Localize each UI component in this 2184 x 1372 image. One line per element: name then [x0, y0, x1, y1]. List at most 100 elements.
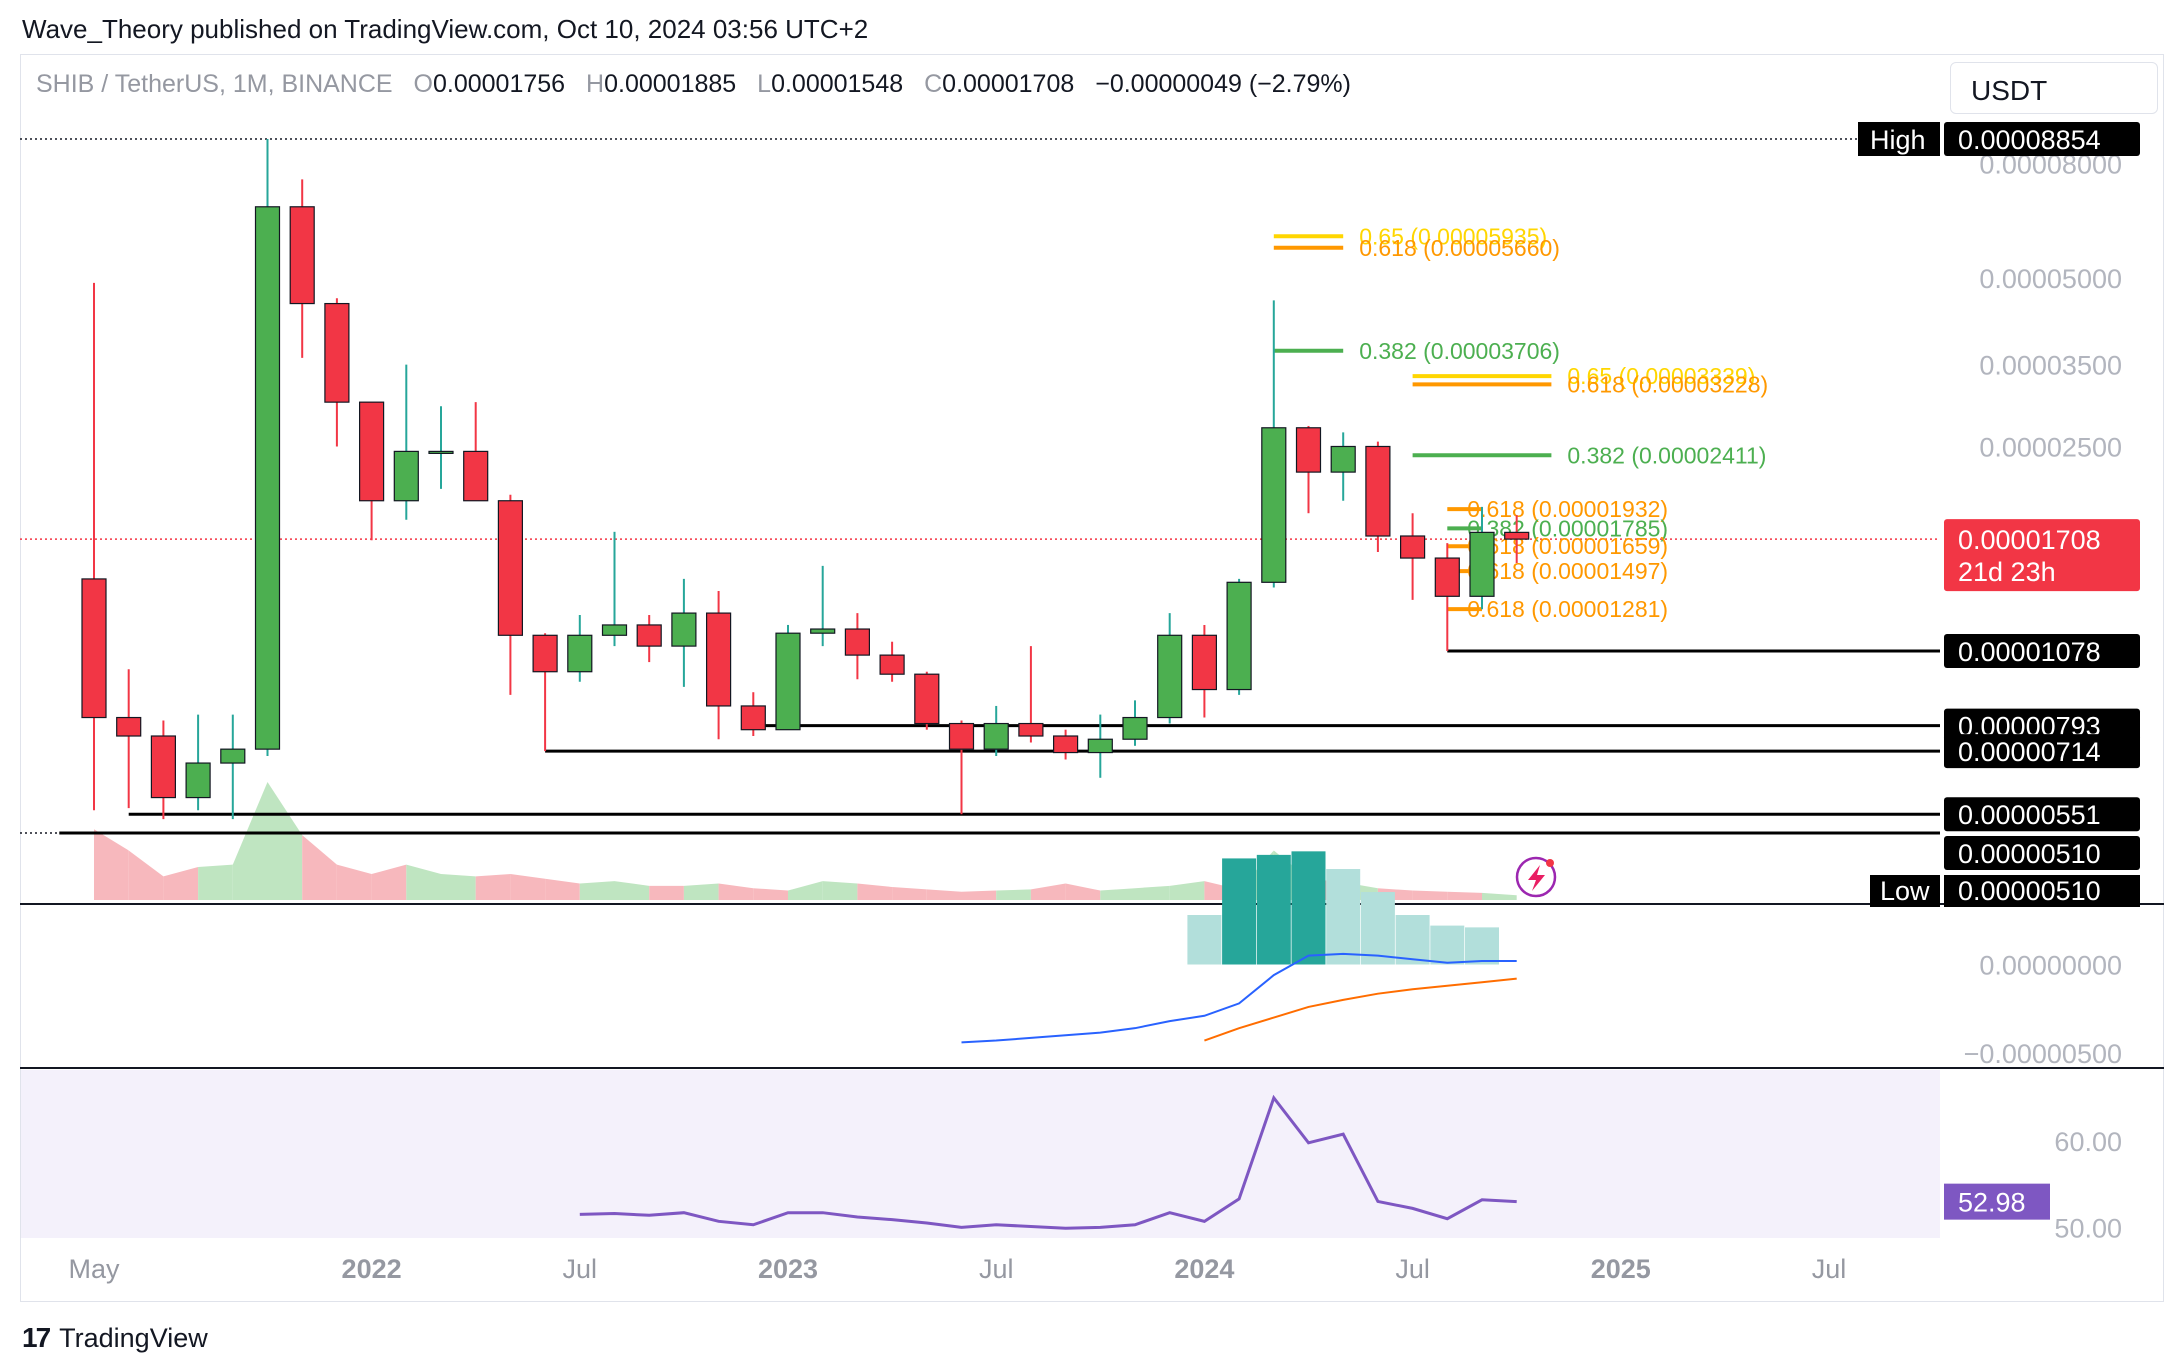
tradingview-logo[interactable]: 17 TradingView — [22, 1322, 208, 1354]
change-value: −0.00000049 (−2.79%) — [1095, 70, 1351, 98]
candle-body — [1399, 535, 1426, 559]
macd-histogram-bar — [1187, 915, 1222, 965]
time-axis-label: Jul — [1812, 1254, 1847, 1284]
candle-body — [1365, 445, 1391, 537]
volume-area-segment — [302, 835, 337, 900]
macd-histogram-bar — [1256, 854, 1291, 965]
rsi-background — [21, 1070, 1940, 1238]
level-value-label: 0.00001078 — [1958, 637, 2101, 667]
candle-body — [740, 705, 766, 731]
time-axis-label: Jul — [563, 1254, 598, 1284]
candle-body — [948, 722, 975, 750]
macd-histogram-bar — [1465, 927, 1499, 965]
volume-area-segment — [614, 881, 650, 900]
signal-line — [1204, 977, 1517, 1042]
volume-area-segment — [788, 881, 823, 900]
fib-label: 0.65 (0.00005935) — [1359, 223, 1547, 249]
candle-body — [1191, 634, 1218, 691]
fib-label: 0.618 (0.00001281) — [1467, 596, 1668, 622]
volume-area-segment — [857, 883, 893, 900]
level-value-label-box — [1944, 634, 2140, 669]
time-axis-label: May — [68, 1254, 120, 1284]
volume-area-segment — [996, 889, 1031, 900]
candle-body — [359, 401, 385, 502]
volume-area-segment — [1065, 883, 1101, 900]
time-axis-label: 2024 — [1174, 1254, 1234, 1284]
candle-body — [1330, 445, 1356, 473]
symbol-label[interactable]: SHIB / TetherUS, 1M, BINANCE — [36, 70, 393, 98]
high-tag-box — [1858, 122, 1940, 156]
rsi-axis-label: 60.00 — [2054, 1127, 2122, 1157]
volume-area-segment — [1135, 885, 1170, 900]
candle-body — [636, 624, 662, 647]
fib-label: 0.618 (0.00003228) — [1567, 371, 1768, 397]
volume-area-segment — [545, 878, 580, 900]
volume-area-segment — [649, 885, 684, 900]
level-value-label-box — [1944, 708, 2140, 743]
price-axis-label: 0.00002500 — [1979, 432, 2122, 462]
candle-body — [428, 450, 454, 454]
macd-axis-label: 0.00000000 — [1979, 951, 2122, 981]
candle-body — [81, 578, 107, 719]
rsi-value-label: 52.98 — [1958, 1188, 2026, 1218]
volume-area-segment — [753, 888, 788, 900]
last-price-box — [1944, 519, 2140, 592]
time-axis-label: 2023 — [758, 1254, 818, 1284]
candle-body — [324, 302, 350, 403]
volume-area-segment — [822, 881, 858, 900]
high-value-label-box — [1944, 122, 2140, 156]
volume-area-segment — [1100, 888, 1135, 900]
fib-label: 0.382 (0.00002411) — [1567, 442, 1766, 468]
macd-line — [961, 952, 1517, 1044]
low-key: L — [757, 70, 772, 98]
currency-button[interactable]: USDT — [1950, 62, 2158, 114]
candle-body — [844, 628, 871, 656]
macd-histogram-bar — [1395, 915, 1430, 965]
candle-body — [1157, 634, 1183, 719]
volume-area-segment — [1412, 890, 1448, 900]
lightning-icon — [1528, 865, 1545, 891]
level-value-label: 0.00000510 — [1958, 839, 2101, 869]
low-value-label: 0.00000510 — [1958, 876, 2101, 906]
macd-histogram-bar — [1430, 925, 1465, 965]
volume-area-segment — [1447, 891, 1482, 900]
candle-body — [671, 612, 697, 647]
level-value-label-box — [1944, 797, 2140, 832]
low-value: 0.00001548 — [771, 70, 904, 98]
fib-label: 0.65 (0.00003339) — [1567, 363, 1755, 389]
level-value-label-box — [1944, 734, 2140, 769]
price-axis-label: 0.00005000 — [1979, 264, 2122, 294]
volume-area-segment — [926, 889, 962, 900]
candle-body — [185, 762, 211, 799]
time-axis-label: 2025 — [1591, 1254, 1651, 1284]
macd-histogram-bar — [1222, 858, 1257, 965]
macd-histogram-bar — [1291, 851, 1326, 965]
time-axis-label: Jul — [979, 1254, 1014, 1284]
level-value-label: 0.00000714 — [1958, 737, 2101, 767]
candle-body — [463, 450, 489, 502]
publisher-line: Wave_Theory published on TradingView.com… — [22, 14, 869, 44]
volume-area-segment — [1482, 892, 1517, 900]
macd-histogram-bar — [1326, 869, 1361, 965]
fib-label: 0.618 (0.00001932) — [1467, 496, 1668, 522]
candle-body — [1469, 531, 1495, 597]
volume-area-segment — [510, 874, 546, 900]
volume-area-segment — [336, 864, 372, 900]
volume-area-segment — [1030, 883, 1066, 900]
level-value-label-box — [1944, 836, 2140, 870]
ohlc-legend: SHIB / TetherUS, 1M, BINANCE O0.00001756… — [36, 70, 1351, 99]
candle-body — [1504, 531, 1530, 540]
rsi-line — [579, 1094, 1517, 1230]
candle-body — [705, 612, 732, 707]
tradingview-mark-icon: 17 — [22, 1322, 51, 1353]
candle-body — [150, 735, 176, 799]
high-tag: High — [1870, 125, 1926, 155]
low-tag: Low — [1880, 876, 1930, 906]
volume-area-segment — [961, 890, 997, 900]
volume-area-segment — [1169, 881, 1205, 900]
fib-label: 0.618 (0.00005660) — [1359, 235, 1560, 261]
candle-body — [220, 748, 246, 764]
candle-body — [393, 450, 419, 502]
candle-body — [1052, 735, 1079, 754]
